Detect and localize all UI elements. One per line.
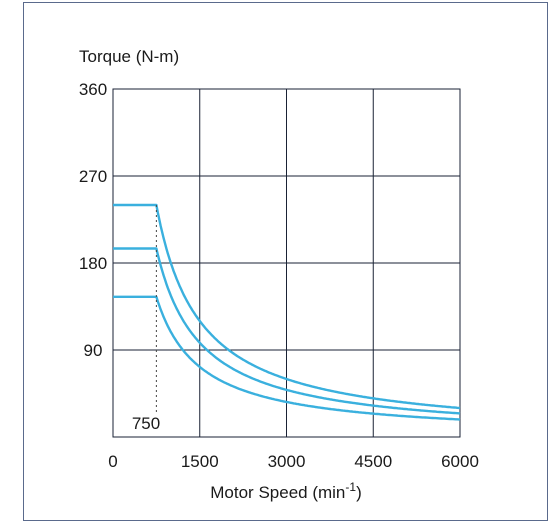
torque-curve-2 (113, 247, 461, 415)
x-tick-label: 6000 (441, 452, 479, 471)
curves (113, 203, 461, 421)
y-tick-label: 180 (79, 254, 107, 273)
torque-curve-3 (113, 295, 461, 421)
y-tick-label: 360 (79, 80, 107, 99)
y-tick-label: 90 (84, 341, 103, 360)
x-axis-label-sup: -1 (345, 480, 356, 494)
x-tick-label: 4500 (354, 452, 392, 471)
y-tick-label: 270 (79, 167, 107, 186)
torque-curve-1 (113, 203, 461, 410)
x-axis-label-main: Motor Speed (min (210, 483, 345, 502)
y-axis-label: Torque (N-m) (79, 47, 179, 66)
x-tick-label: 1500 (181, 452, 219, 471)
x-tick-label: 3000 (268, 452, 306, 471)
base-speed-annotation: 750 (132, 414, 160, 433)
grid (112, 88, 461, 438)
x-tick-label: 0 (108, 452, 117, 471)
x-axis-label: Motor Speed (min-1) (210, 480, 361, 502)
x-axis-label-close: ) (356, 483, 362, 502)
y-tick-labels: 90 180 270 360 (79, 80, 107, 360)
x-tick-labels: 0 1500 3000 4500 6000 (108, 452, 479, 471)
